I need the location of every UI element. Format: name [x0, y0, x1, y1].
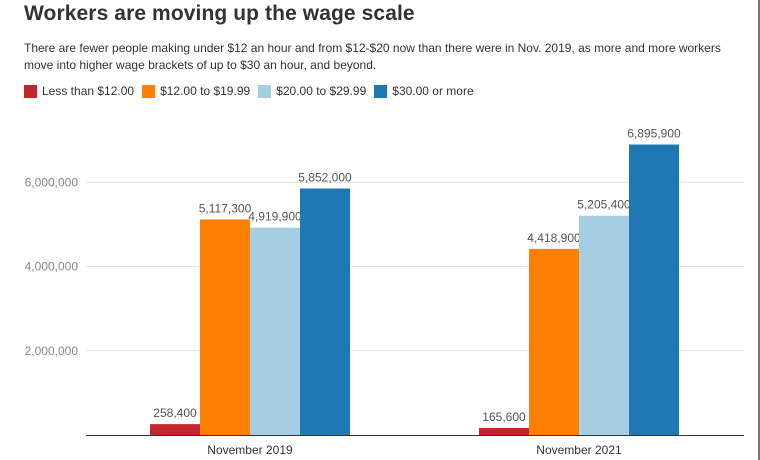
x-tick-label: November 2021 — [536, 443, 622, 457]
legend-label: Less than $12.00 — [42, 84, 135, 98]
data-label: 6,895,900 — [627, 127, 681, 141]
legend-item-30-or-more: $30.00 or more — [374, 84, 474, 98]
legend-label: $20.00 to $29.99 — [276, 84, 367, 98]
legend-label: $30.00 or more — [392, 84, 474, 98]
frame-border — [758, 0, 760, 460]
legend-item-12-to-19: $12.00 to $19.99 — [142, 84, 250, 98]
chart-subtitle: There are fewer people making under $12 … — [24, 41, 721, 72]
bar — [300, 188, 350, 435]
bar — [200, 219, 250, 435]
legend-item-less-than-12: Less than $12.00 — [24, 84, 134, 98]
y-tick-label: 2,000,000 — [25, 344, 79, 358]
legend: Less than $12.00 $12.00 to $19.99 $20.00… — [24, 84, 482, 98]
legend-swatch — [142, 84, 156, 98]
x-tick-label: November 2019 — [207, 443, 293, 457]
legend-swatch — [374, 84, 388, 98]
bar — [250, 227, 300, 435]
data-label: 165,600 — [482, 410, 526, 424]
data-label: 5,852,000 — [298, 170, 352, 184]
legend-swatch — [258, 84, 272, 98]
data-label: 4,919,900 — [248, 210, 302, 224]
bar — [479, 428, 529, 435]
legend-swatch — [24, 84, 37, 98]
data-label: 5,205,400 — [577, 198, 631, 212]
data-label: 5,117,300 — [199, 201, 252, 215]
data-label: 4,418,900 — [527, 231, 581, 245]
bar — [579, 215, 629, 435]
legend-label: $12.00 to $19.99 — [160, 84, 251, 98]
y-tick-label: 4,000,000 — [25, 260, 79, 274]
data-label: 258,400 — [153, 406, 197, 420]
bar — [529, 248, 579, 435]
chart-title: Workers are moving up the wage scale — [24, 2, 415, 25]
y-tick-label: 6,000,000 — [25, 175, 79, 189]
legend-item-20-to-29: $20.00 to $29.99 — [258, 84, 366, 98]
bar — [150, 424, 200, 435]
bar — [629, 144, 679, 436]
